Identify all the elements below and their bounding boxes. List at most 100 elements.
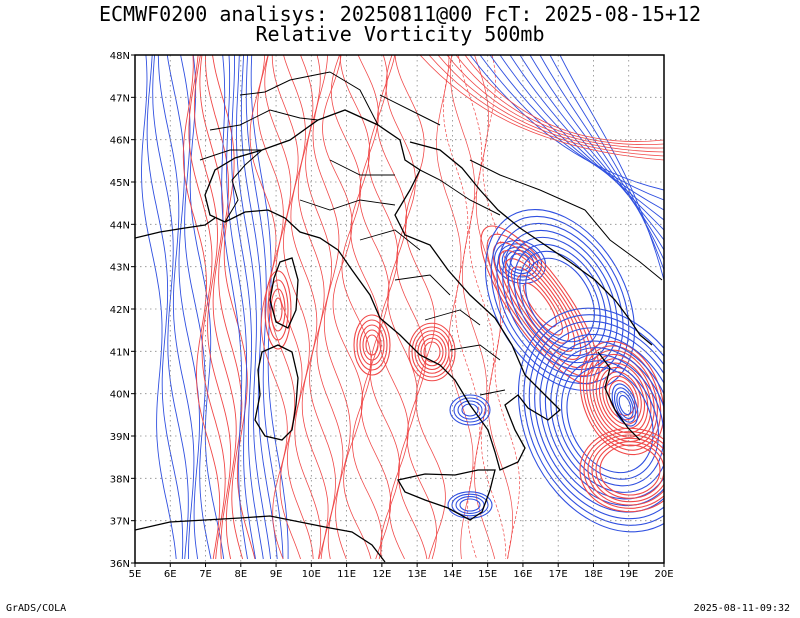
positive-vorticity-contour <box>353 314 391 376</box>
negative-vorticity-contour <box>618 394 632 416</box>
y-tick-label: 44N <box>110 220 130 231</box>
coastlines-and-borders <box>135 71 663 563</box>
negative-vorticity-contour <box>469 55 664 191</box>
positive-vorticity-contour <box>446 55 664 149</box>
x-tick-label: 6E <box>164 569 177 580</box>
positive-vorticity-contour <box>602 371 642 425</box>
y-tick-label: 42N <box>110 305 130 316</box>
positive-vorticity-contour <box>595 441 664 499</box>
positive-vorticity-contour <box>517 274 563 336</box>
positive-vorticity-contour <box>523 282 557 328</box>
positive-vorticity-contour <box>339 55 392 560</box>
y-tick-label: 38N <box>110 474 130 485</box>
y-tick-label: 47N <box>110 93 130 104</box>
negative-vorticity-contour <box>507 236 613 364</box>
positive-vorticity-contour <box>598 366 646 430</box>
negative-vorticity-contour <box>490 215 630 385</box>
y-tick-label: 48N <box>110 51 130 62</box>
positive-vorticity-contour <box>579 427 664 513</box>
negative-vorticity-contour <box>453 397 487 423</box>
positive-vorticity-contour <box>419 55 664 161</box>
positive-vorticity-contour <box>411 326 453 378</box>
positive-vorticity-contour <box>605 375 639 421</box>
negative-vorticity-contour <box>479 55 664 201</box>
y-tick-label: 46N <box>110 136 130 147</box>
negative-vorticity-contour <box>550 347 664 493</box>
positive-vorticity-contour <box>273 297 283 323</box>
negative-vorticity-contour <box>496 222 624 378</box>
negative-vorticity-contour <box>517 307 664 533</box>
x-tick-label: 11E <box>337 569 356 580</box>
negative-vorticity-contour <box>525 257 595 343</box>
x-tick-label: 17E <box>549 569 568 580</box>
positive-vorticity-contour <box>264 270 292 350</box>
x-tick-label: 13E <box>408 569 427 580</box>
positive-vorticity-contour <box>212 55 256 560</box>
positive-vorticity-contour <box>420 337 444 367</box>
y-tick-label: 39N <box>110 432 130 443</box>
x-tick-label: 14E <box>443 569 462 580</box>
negative-vorticity-contour <box>235 55 272 560</box>
y-tick-label: 37N <box>110 517 130 528</box>
negative-vorticity-contour <box>534 327 664 513</box>
y-tick-label: 41N <box>110 347 130 358</box>
positive-vorticity-contour <box>443 55 481 560</box>
negative-vorticity-contour <box>180 55 212 560</box>
positive-vorticity-contour <box>270 288 286 332</box>
negative-vorticity-contour <box>519 250 601 350</box>
positive-vorticity-contour <box>367 55 409 560</box>
positive-vorticity-contour <box>205 55 244 560</box>
x-tick-label: 10E <box>302 569 321 580</box>
positive-vorticity-contour <box>356 319 388 371</box>
x-tick-label: 5E <box>129 569 142 580</box>
positive-vorticity-contour <box>305 55 344 560</box>
positive-vorticity-contour <box>591 437 664 503</box>
x-tick-label: 9E <box>270 569 283 580</box>
positive-vorticity-contour <box>359 324 385 366</box>
negative-vorticity-contour <box>489 55 664 211</box>
positive-vorticity-contour <box>414 330 450 374</box>
x-tick-label: 12E <box>372 569 391 580</box>
positive-vorticity-contour <box>322 55 372 560</box>
positive-vorticity-contour <box>362 329 382 361</box>
x-tick-label: 8E <box>234 569 247 580</box>
negative-vorticity-contour <box>166 55 200 560</box>
negative-vorticity-contour <box>613 387 637 423</box>
negative-vorticity-contour <box>502 229 618 371</box>
x-tick-label: 15E <box>478 569 497 580</box>
positive-vorticity-contour <box>188 55 226 560</box>
negative-vorticity-contour <box>245 55 284 560</box>
negative-vorticity-contour <box>616 391 634 419</box>
positive-vorticity-contour <box>312 55 351 560</box>
positive-vorticity-contour <box>408 322 456 382</box>
positive-vorticity-contour <box>428 55 664 157</box>
negative-vorticity-contour <box>561 360 659 480</box>
positive-vorticity-contour <box>589 353 655 443</box>
negative-vorticity-contour <box>528 320 664 520</box>
positive-vorticity-contour <box>264 55 314 560</box>
negative-vorticity-contour <box>555 353 664 487</box>
positive-vorticity-contour <box>455 55 664 145</box>
positive-vorticity-contour <box>394 55 446 560</box>
negative-vorticity-contour <box>457 400 483 420</box>
negative-vorticity-contour <box>231 55 264 560</box>
positive-vorticity-contour <box>365 334 379 356</box>
positive-vorticity-contour <box>423 341 441 363</box>
negative-vorticity-contour <box>221 55 248 560</box>
positive-vorticity-contour <box>249 55 288 560</box>
y-tick-label: 45N <box>110 178 130 189</box>
positive-vorticity-contour <box>357 55 400 560</box>
positive-vorticity-contour <box>193 55 232 560</box>
x-tick-label: 18E <box>584 569 603 580</box>
negative-vorticity-contour <box>152 55 189 560</box>
negative-vorticity-contour <box>509 55 664 231</box>
positive-vorticity-contour <box>271 55 322 560</box>
vorticity-contours <box>141 55 664 560</box>
x-tick-label: 16E <box>513 569 532 580</box>
positive-vorticity-contour <box>464 55 664 142</box>
positive-vorticity-contour <box>283 55 329 560</box>
timestamp: 2025-08-11-09:32 <box>693 603 790 614</box>
positive-vorticity-contour <box>486 233 594 377</box>
negative-vorticity-contour <box>146 55 184 560</box>
